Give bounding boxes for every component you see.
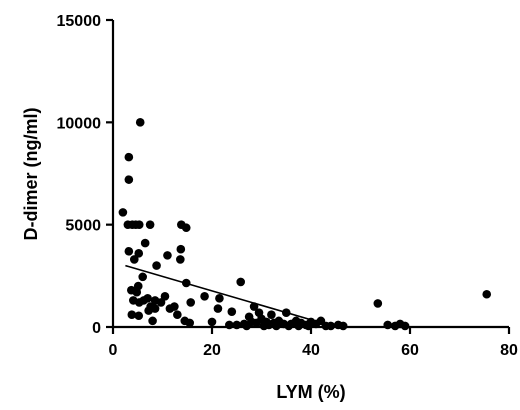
data-point — [242, 321, 251, 331]
data-point — [400, 321, 410, 331]
data-point — [176, 255, 185, 264]
data-point — [383, 320, 393, 330]
data-point — [227, 307, 237, 316]
data-point — [482, 289, 492, 299]
x-tick-label: 40 — [302, 342, 320, 359]
y-tick-label: 10000 — [57, 115, 102, 132]
data-point — [134, 249, 144, 258]
data-point — [127, 310, 137, 320]
data-point — [118, 208, 128, 217]
data-point — [373, 299, 383, 308]
data-point — [176, 244, 186, 254]
data-point — [304, 321, 313, 331]
trendline — [125, 264, 336, 328]
data-point — [186, 298, 196, 307]
data-point — [134, 311, 144, 321]
x-tick-label: 80 — [500, 342, 518, 359]
data-point — [264, 320, 274, 330]
trendline-group — [125, 264, 336, 328]
y-axis-title: D-dimer (ng/ml) — [21, 107, 41, 240]
data-point — [181, 223, 191, 233]
data-points — [118, 118, 492, 331]
data-point — [135, 118, 145, 127]
data-point — [132, 287, 142, 297]
data-point — [200, 292, 209, 301]
data-point — [170, 302, 179, 311]
data-point — [207, 317, 217, 327]
x-tick-label: 20 — [203, 342, 221, 359]
y-tick-label: 15000 — [57, 13, 102, 30]
data-point — [138, 272, 147, 282]
y-tick-label: 0 — [92, 320, 101, 337]
data-point — [173, 310, 182, 320]
x-axis-title: LYM (%) — [276, 382, 345, 402]
data-point — [284, 321, 294, 331]
data-point — [267, 310, 276, 320]
data-point — [145, 220, 155, 229]
data-point — [134, 220, 144, 229]
x-tick-label: 60 — [401, 342, 419, 359]
data-point — [148, 316, 157, 326]
data-point — [338, 321, 348, 331]
data-point — [272, 321, 281, 331]
x-ticks: 0 20 40 60 80 — [109, 327, 518, 359]
data-point — [124, 152, 134, 162]
data-point — [140, 238, 150, 248]
data-point — [215, 294, 224, 303]
data-point — [139, 296, 148, 305]
data-point — [156, 298, 166, 307]
y-tick-label: 5000 — [65, 218, 101, 235]
data-point — [152, 261, 161, 270]
data-point — [185, 318, 195, 328]
data-point — [236, 277, 246, 287]
data-point — [160, 292, 170, 301]
data-point — [225, 320, 234, 330]
data-point — [232, 320, 242, 330]
data-point — [144, 306, 153, 315]
data-point — [124, 175, 134, 184]
x-tick-label: 0 — [109, 342, 118, 359]
y-ticks: 0 5000 10000 15000 — [57, 13, 113, 337]
data-point — [124, 246, 134, 256]
data-point — [163, 251, 172, 260]
data-point — [213, 304, 223, 313]
data-point — [294, 321, 303, 331]
data-point — [129, 255, 139, 264]
